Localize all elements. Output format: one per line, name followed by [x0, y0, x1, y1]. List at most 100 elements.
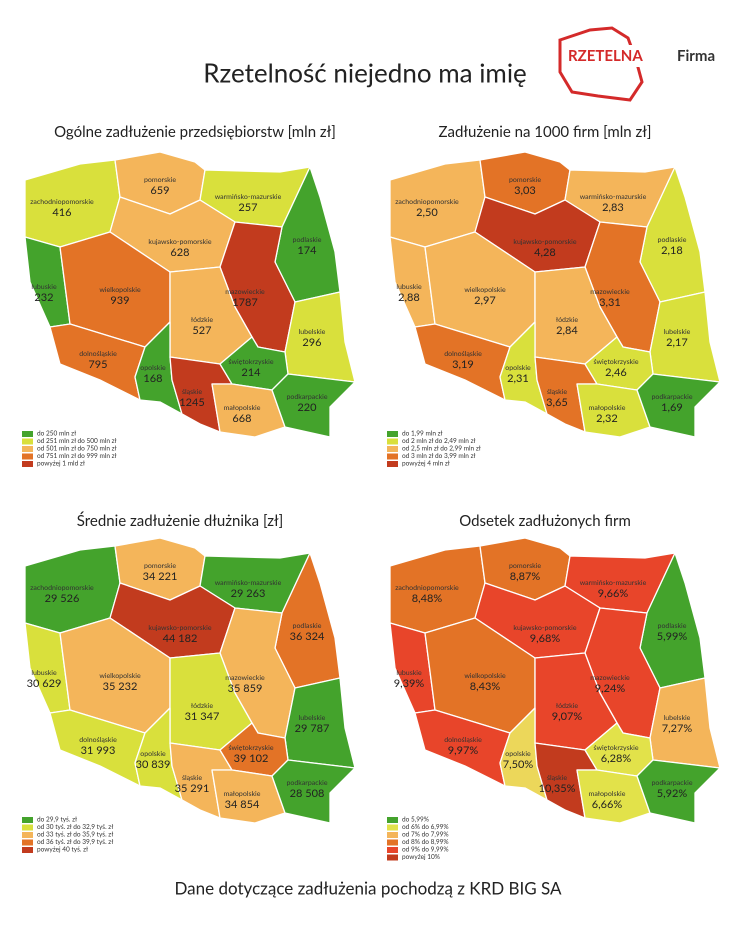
- region-name: podkarpackie: [286, 779, 327, 787]
- region-name: pomorskie: [144, 176, 176, 184]
- region-name: opolskie: [140, 750, 166, 758]
- region-name: opolskie: [140, 364, 166, 372]
- region-name: lubuskie: [396, 283, 422, 291]
- region-value: 29 263: [231, 587, 266, 600]
- legend-label: od 3 mln zł do 3,99 mln zł: [402, 453, 476, 460]
- region-value: 174: [297, 244, 317, 257]
- region-value: 5,99%: [657, 630, 688, 643]
- legend-label: powyżej 4 mln zł: [402, 461, 450, 468]
- region-value: 30 839: [136, 758, 171, 771]
- region-value: 4,28: [534, 246, 556, 259]
- legend-label: od 251 mln zł do 500 mln zł: [37, 438, 117, 445]
- region-name: dolnośląskie: [444, 736, 482, 744]
- region-value: 35 232: [103, 680, 138, 693]
- region-value: 8,87%: [510, 570, 541, 583]
- region-name: lubuskie: [396, 669, 422, 677]
- legend-label: od 501 mln zł do 750 mln zł: [37, 446, 117, 453]
- logo-box: [566, 45, 650, 67]
- region-name: warmińsko-mazurskie: [580, 193, 647, 201]
- region-name: małopolskie: [589, 790, 626, 798]
- region-name: świętokrzyskie: [228, 744, 273, 752]
- region-value: 1,69: [661, 401, 683, 414]
- region-name: świętokrzyskie: [593, 358, 638, 366]
- region-value: 8,43%: [470, 680, 501, 693]
- region-name: opolskie: [505, 750, 531, 758]
- region-name: łódzkie: [191, 702, 213, 710]
- region-name: dolnośląskie: [444, 350, 482, 358]
- legend-swatch: [387, 431, 398, 437]
- legend-swatch: [387, 438, 398, 445]
- legend-label: powyżej 10%: [402, 854, 440, 861]
- region-name: podkarpackie: [286, 393, 327, 401]
- region-value: 2,46: [605, 366, 627, 379]
- region-value: 2,32: [596, 412, 618, 425]
- legend-swatch: [22, 438, 33, 445]
- legend-label: od 8% do 8,99%: [402, 839, 449, 846]
- region-value: 2,50: [416, 206, 438, 219]
- region-value: 628: [170, 246, 189, 259]
- legend-swatch: [22, 824, 33, 831]
- logo-brand: RZETELNA: [568, 47, 643, 65]
- legend-swatch: [387, 446, 398, 452]
- region-name: pomorskie: [509, 562, 541, 570]
- footer: Dane dotyczące zadłużenia pochodzą z KRD…: [174, 877, 562, 898]
- map-title: Średnie zadłużenie dłużnika [zł]: [77, 511, 283, 530]
- region-name: śląskie: [182, 388, 202, 396]
- region-name: mazowieckie: [590, 288, 630, 296]
- legend-swatch: [22, 461, 33, 467]
- region-value: 7,50%: [503, 758, 534, 771]
- region-name: warmińsko-mazurskie: [215, 193, 282, 201]
- legend-label: powyżej 40 tyś. zł: [37, 847, 88, 854]
- legend-swatch: [22, 446, 33, 452]
- region-value: 220: [297, 401, 317, 414]
- legend-label: od 6% do 6,99%: [402, 824, 449, 831]
- region-value: 527: [192, 324, 211, 337]
- region-name: małopolskie: [224, 404, 261, 412]
- region-value: 795: [88, 358, 107, 371]
- region-value: 668: [232, 412, 251, 425]
- region-value: 31 993: [81, 744, 116, 757]
- region-value: 29 787: [295, 722, 330, 735]
- logo-outline: [558, 26, 644, 102]
- region-name: podlaskie: [293, 236, 322, 244]
- region-value: 7,27%: [662, 722, 693, 735]
- region-value: 8,48%: [412, 592, 443, 605]
- region-name: kujawsko-pomorskie: [148, 238, 211, 246]
- region-value: 9,97%: [448, 744, 479, 757]
- legend-swatch: [22, 832, 33, 838]
- logo: RZETELNA Firma: [558, 26, 715, 102]
- region-name: opolskie: [505, 364, 531, 372]
- region-name: wielkopolskie: [99, 672, 141, 680]
- region-name: lubelskie: [299, 714, 326, 722]
- legend-label: od 9% do 9,99%: [402, 847, 449, 854]
- region-name: lubuskie: [31, 669, 57, 677]
- region-name: łódzkie: [191, 316, 213, 324]
- region-value: 3,31: [599, 296, 621, 309]
- legend-label: od 2 mln zł do 2,49 mln zł: [402, 438, 476, 445]
- legend-label: do 1,99 mln zł: [402, 431, 443, 438]
- region-value: 2,31: [507, 372, 529, 385]
- legend-swatch: [22, 431, 33, 437]
- region-value: 9,07%: [552, 710, 583, 723]
- region-value: 3,65: [546, 396, 568, 409]
- region-name: zachodniopomorskie: [395, 198, 459, 206]
- region-value: 168: [143, 372, 162, 385]
- map-title: Ogólne zadłużenie przedsiębiorstw [mln z…: [54, 123, 336, 141]
- region-name: wielkopolskie: [99, 286, 141, 294]
- region-name: kujawsko-pomorskie: [513, 238, 576, 246]
- region-name: kujawsko-pomorskie: [148, 624, 211, 632]
- region-name: kujawsko-pomorskie: [513, 624, 576, 632]
- region-name: lubelskie: [299, 328, 326, 336]
- region-name: podlaskie: [293, 622, 322, 630]
- region-name: mazowieckie: [590, 674, 630, 682]
- region-value: 416: [52, 206, 71, 219]
- region-value: 6,28%: [601, 752, 632, 765]
- region-name: świętokrzyskie: [593, 744, 638, 752]
- legend-swatch: [387, 847, 398, 853]
- legend-label: do 29,9 tyś. zł: [37, 817, 77, 824]
- legend-label: od 33 tyś. zł do 35,9 tyś. zł: [37, 832, 113, 839]
- legend-swatch: [387, 461, 398, 467]
